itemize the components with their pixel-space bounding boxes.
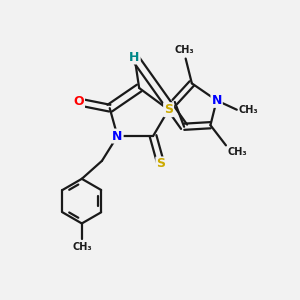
Text: O: O [74,95,84,109]
Text: CH₃: CH₃ [174,46,194,56]
Text: CH₃: CH₃ [238,105,258,115]
Text: CH₃: CH₃ [72,242,92,252]
Text: S: S [164,103,173,116]
Text: H: H [129,50,140,64]
Text: S: S [156,158,165,170]
Text: N: N [112,130,123,142]
Text: N: N [212,94,222,107]
Text: CH₃: CH₃ [227,147,247,157]
